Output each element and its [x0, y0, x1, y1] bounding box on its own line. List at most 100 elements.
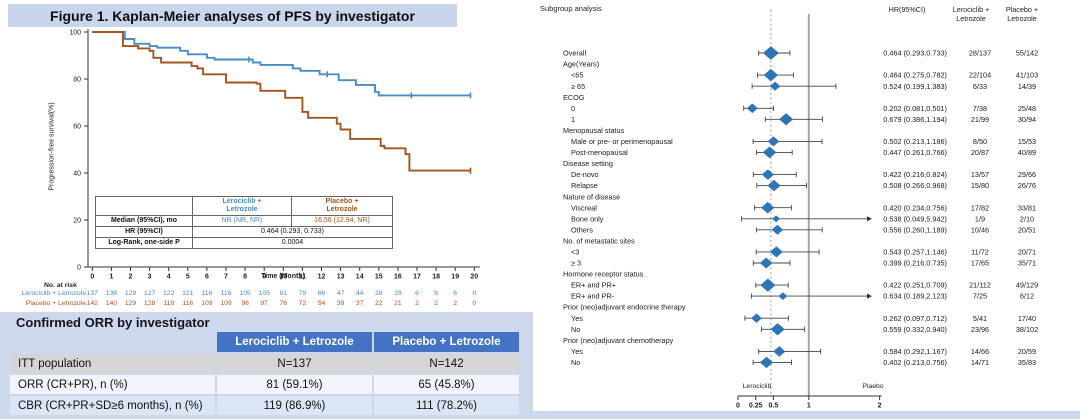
- forest-arm1-events: 5/41: [973, 314, 987, 323]
- forest-arm2-events: 6/12: [1020, 292, 1034, 301]
- forest-hr-diamond: [760, 278, 776, 292]
- at-risk-count: 6: [453, 290, 458, 297]
- orr-row-value: 81 (59.1%): [217, 375, 372, 394]
- orr-row-label: ORR (CR+PR), n (%): [10, 375, 215, 394]
- at-risk-count: 39: [336, 300, 345, 307]
- inset-header-row: Lerociclib + Letrozole Placebo + Letrozole: [95, 195, 393, 217]
- forest-row-label: Viscreal: [571, 203, 597, 212]
- forest-arm2-events: 17/40: [1018, 314, 1036, 323]
- orr-row-value: 65 (45.8%): [374, 375, 519, 394]
- forest-arm2-events: 15/53: [1018, 137, 1036, 146]
- at-risk-count: 97: [260, 300, 268, 307]
- forest-hr-diamond: [767, 136, 780, 147]
- forest-hr-text: 0.634 (0.189,2.123): [883, 292, 947, 301]
- forest-hr-diamond: [759, 356, 774, 369]
- at-risk-count: 129: [124, 300, 137, 307]
- forest-hr-text: 0.402 (0.213,0.756): [883, 358, 947, 367]
- at-risk-count: 109: [201, 300, 213, 307]
- forest-hr-text: 0.447 (0.261,0.766): [883, 148, 947, 157]
- at-risk-count: 81: [279, 290, 288, 297]
- km-x-tick-label: 13: [337, 274, 345, 281]
- forest-row-label: No: [571, 325, 580, 334]
- at-risk-count: 2: [434, 300, 438, 307]
- forest-hr-text: 0.524 (0.199,1.383): [883, 82, 947, 91]
- forest-arm1-events: 21/112: [969, 281, 991, 290]
- km-x-tick-label: 16: [394, 274, 402, 281]
- at-risk-count: 128: [143, 300, 156, 307]
- forest-arm2-events: 35/83: [1018, 358, 1036, 367]
- forest-hr-diamond: [767, 179, 781, 192]
- forest-hr-text: 0.420 (0.234,0.756): [883, 203, 947, 212]
- forest-arm1-events: 11/72: [971, 248, 989, 257]
- at-risk-count: 118: [163, 300, 175, 307]
- forest-hr-diamond: [751, 313, 762, 323]
- km-x-tick-label: 8: [243, 274, 247, 281]
- forest-row-label: Others: [571, 225, 593, 234]
- forest-hr-text: 0.679 (0.386,1.194): [883, 115, 947, 124]
- forest-group-label: Nature of disease: [563, 192, 620, 201]
- bottom-strip: [533, 411, 1080, 419]
- orr-header-row: Lerociclib + Letrozole Placebo + Letrozol…: [10, 332, 519, 352]
- forest-hr-diamond: [762, 146, 777, 159]
- inset-blank-cell: [95, 195, 193, 217]
- inset-arm-header: Lerociclib + Letrozole: [192, 195, 292, 217]
- at-risk-count: 28: [375, 290, 383, 297]
- km-x-tick-label: 14: [356, 274, 364, 281]
- at-risk-count: 54: [317, 300, 326, 307]
- forest-ci-arrow: [867, 216, 872, 222]
- forest-hr-text: 0.538 (0.049,5.942): [883, 214, 947, 223]
- forest-row-label: ≥ 65: [571, 82, 585, 91]
- forest-arm2-events: 40/89: [1018, 148, 1036, 157]
- forest-group-label: Prior (neo)adjuvant endocrine therapy: [563, 303, 686, 312]
- forest-row-label: De-novo: [571, 170, 599, 179]
- orr-row-value: 119 (86.9%): [217, 396, 372, 415]
- at-risk-count: 2: [415, 300, 419, 307]
- forest-hr-text: 0.399 (0.216,0.735): [883, 259, 947, 268]
- forest-row-label: <65: [571, 71, 583, 80]
- forest-group-label: ECOG: [563, 93, 585, 102]
- km-title-banner: Figure 1. Kaplan-Meier analyses of PFS b…: [8, 4, 457, 27]
- forest-col-header-arm1-line1: Lerociclib +: [952, 5, 990, 14]
- at-risk-count: 116: [220, 290, 232, 297]
- at-risk-count: 76: [279, 300, 288, 307]
- forest-hr-text: 0.508 (0.266,0.968): [883, 181, 947, 190]
- km-x-tick-label: 17: [413, 274, 421, 281]
- forest-hr-text: 0.559 (0.332,0.940): [883, 325, 947, 334]
- forest-arm2-events: 29/66: [1018, 170, 1036, 179]
- inset-row: HR (95%CI) 0.464 (0.293, 0.733): [95, 226, 393, 239]
- inset-row-value: 16.56 (12.94, NR): [291, 215, 393, 228]
- orr-section-title: Confirmed ORR by investigator: [16, 315, 210, 330]
- forest-arm1-events: 28/137: [969, 49, 991, 58]
- km-y-tick-label: 60: [73, 123, 81, 130]
- forest-arm1-events: 7/38: [973, 104, 987, 113]
- forest-arm1-events: 10/46: [971, 225, 989, 234]
- forest-arm2-events: 35/71: [1018, 259, 1036, 268]
- forest-arm1-events: 21/99: [971, 115, 989, 124]
- km-x-tick-label: 15: [375, 274, 383, 281]
- km-at-risk-heading: No. at risk: [44, 282, 77, 289]
- forest-axis-label-left: Lerociclib: [742, 383, 772, 390]
- km-x-tick-label: 7: [224, 274, 228, 281]
- forest-hr-diamond: [769, 81, 781, 91]
- at-risk-count: 2: [453, 300, 458, 307]
- orr-row-value: N=137: [217, 354, 372, 373]
- forest-hr-text: 0.202 (0.081,0.501): [883, 104, 947, 113]
- km-y-tick-label: 100: [69, 29, 81, 36]
- km-y-tick-label: 20: [73, 217, 81, 224]
- forest-row-label: <3: [571, 248, 579, 257]
- forest-arm2-events: 49/129: [1016, 281, 1038, 290]
- at-risk-count: 0: [472, 290, 477, 297]
- forest-hr-diamond: [778, 292, 788, 300]
- forest-hr-text: 0.422 (0.251,0.709): [883, 281, 947, 290]
- km-x-tick-label: 1: [109, 274, 113, 281]
- forest-arm1-events: 17/82: [971, 203, 989, 212]
- forest-arm2-events: 14/39: [1018, 82, 1036, 91]
- km-x-tick-label: 11: [299, 274, 307, 281]
- forest-hr-diamond: [771, 224, 784, 235]
- inset-arm-header: Placebo + Letrozole: [291, 195, 393, 217]
- at-risk-count: 37: [355, 300, 364, 307]
- forest-hr-text: 0.502 (0.213,1.186): [883, 137, 947, 146]
- forest-x-tick-label: 1: [807, 403, 811, 410]
- at-risk-count: 47: [336, 290, 345, 297]
